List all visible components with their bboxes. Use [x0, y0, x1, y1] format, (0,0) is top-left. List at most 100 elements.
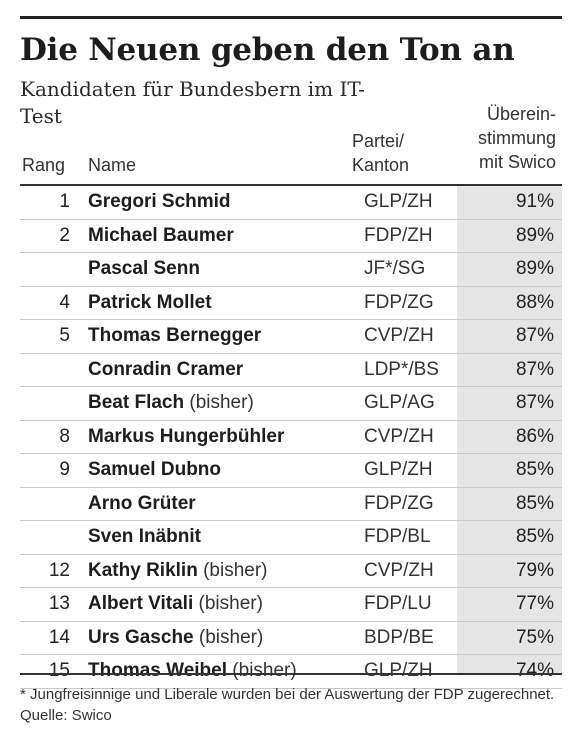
table-row: 5 Thomas Bernegger CVP/ZH 87% [20, 319, 562, 354]
partei-cell: CVP/ZH [352, 554, 457, 588]
match-value: 85% [515, 492, 554, 514]
rang-cell: 13 [20, 587, 88, 622]
table-row: 1 Gregori Schmid GLP/ZH 91% [20, 186, 562, 220]
table-row: 13 Albert Vitali (bisher) FDP/LU 77% [20, 587, 562, 622]
rang-value: 15 [48, 660, 70, 682]
name-cell: Albert Vitali (bisher) [88, 587, 352, 622]
incumbent-note: (bisher) [198, 593, 263, 615]
name-cell: Thomas Weibel (bisher) [88, 654, 352, 689]
match-value: 79% [515, 559, 554, 581]
match-cell: 79% [457, 554, 562, 588]
rang-cell: 8 [20, 420, 88, 454]
bottom-rule [20, 673, 562, 675]
rang-cell [20, 520, 88, 555]
match-cell: 89% [457, 219, 562, 253]
name-cell: Conradin Cramer [88, 353, 352, 387]
candidate-name: Thomas Bernegger [88, 325, 262, 347]
partei-cell: FDP/ZH [352, 219, 457, 253]
rang-cell [20, 353, 88, 387]
partei-value: GLP/ZH [364, 660, 433, 682]
table-row: 14 Urs Gasche (bisher) BDP/BE 75% [20, 621, 562, 655]
partei-value: FDP/ZG [364, 291, 434, 313]
rang-cell [20, 487, 88, 521]
table-row: Beat Flach (bisher) GLP/AG 87% [20, 386, 562, 421]
name-cell: Patrick Mollet [88, 286, 352, 320]
table-row: 12 Kathy Riklin (bisher) CVP/ZH 79% [20, 554, 562, 588]
rang-cell: 15 [20, 654, 88, 689]
rang-cell: 9 [20, 453, 88, 488]
rang-value: 14 [48, 626, 70, 648]
column-header-name: Name [88, 155, 137, 175]
incumbent-note: (bisher) [203, 559, 268, 581]
partei-cell: FDP/ZG [352, 487, 457, 521]
candidate-name: Urs Gasche [88, 626, 194, 648]
partei-value: FDP/ZH [364, 224, 433, 246]
match-cell: 85% [457, 453, 562, 488]
name-cell: Michael Baumer [88, 219, 352, 253]
match-value: 75% [515, 626, 554, 648]
table-row: 8 Markus Hungerbühler CVP/ZH 86% [20, 420, 562, 454]
match-value: 85% [515, 526, 554, 548]
partei-value: GLP/ZH [364, 459, 433, 481]
match-cell: 74% [457, 654, 562, 689]
partei-cell: FDP/LU [352, 587, 457, 622]
name-cell: Samuel Dubno [88, 453, 352, 488]
partei-cell: GLP/AG [352, 386, 457, 421]
partei-cell: JF*/SG [352, 252, 457, 287]
rang-value: 4 [59, 291, 70, 313]
chart-title: Die Neuen geben den Ton an [20, 32, 515, 68]
partei-value: BDP/BE [364, 626, 434, 648]
match-cell: 75% [457, 621, 562, 655]
partei-value: GLP/AG [364, 392, 435, 414]
match-value: 85% [515, 459, 554, 481]
column-header-match-line3: mit Swico [478, 152, 556, 172]
match-value: 89% [515, 258, 554, 280]
column-header-rang: Rang [22, 155, 66, 175]
candidate-name: Gregori Schmid [88, 191, 231, 213]
name-cell: Gregori Schmid [88, 186, 352, 220]
incumbent-note: (bisher) [189, 392, 254, 414]
partei-value: FDP/ZG [364, 492, 434, 514]
partei-value: CVP/ZH [364, 325, 434, 347]
column-header-partei: Partei/ Kanton [352, 129, 442, 177]
partei-cell: BDP/BE [352, 621, 457, 655]
rang-value: 5 [59, 325, 70, 347]
candidate-name: Albert Vitali [88, 593, 194, 615]
partei-value: FDP/LU [364, 593, 432, 615]
rang-cell: 12 [20, 554, 88, 588]
rang-value: 13 [48, 593, 70, 615]
match-value: 77% [515, 593, 554, 615]
table-row: 4 Patrick Mollet FDP/ZG 88% [20, 286, 562, 320]
name-cell: Sven Inäbnit [88, 520, 352, 555]
column-header-match-line1: Überein- [486, 104, 556, 124]
partei-value: JF*/SG [364, 258, 426, 280]
table-row: Sven Inäbnit FDP/BL 85% [20, 520, 562, 555]
candidate-name: Michael Baumer [88, 224, 234, 246]
candidate-name: Kathy Riklin [88, 559, 198, 581]
candidate-name: Thomas Weibel [88, 660, 228, 682]
match-cell: 89% [457, 252, 562, 287]
candidate-name: Beat Flach [88, 392, 185, 414]
table-row: Pascal Senn JF*/SG 89% [20, 252, 562, 287]
candidate-name: Patrick Mollet [88, 291, 212, 313]
match-cell: 77% [457, 587, 562, 622]
candidate-name: Samuel Dubno [88, 459, 222, 481]
partei-value: GLP/ZH [364, 191, 433, 213]
name-cell: Thomas Bernegger [88, 319, 352, 354]
rang-cell: 2 [20, 219, 88, 253]
match-value: 88% [515, 291, 554, 313]
partei-cell: FDP/ZG [352, 286, 457, 320]
header-rule [20, 184, 562, 186]
match-value: 86% [515, 425, 554, 447]
partei-value: FDP/BL [364, 526, 431, 548]
name-cell: Kathy Riklin (bisher) [88, 554, 352, 588]
partei-value: CVP/ZH [364, 425, 434, 447]
match-value: 91% [515, 191, 554, 213]
partei-value: CVP/ZH [364, 559, 434, 581]
match-cell: 88% [457, 286, 562, 320]
table-row: Conradin Cramer LDP*/BS 87% [20, 353, 562, 387]
name-cell: Markus Hungerbühler [88, 420, 352, 454]
match-value: 89% [515, 224, 554, 246]
candidate-name: Sven Inäbnit [88, 526, 201, 548]
rang-cell: 1 [20, 186, 88, 220]
